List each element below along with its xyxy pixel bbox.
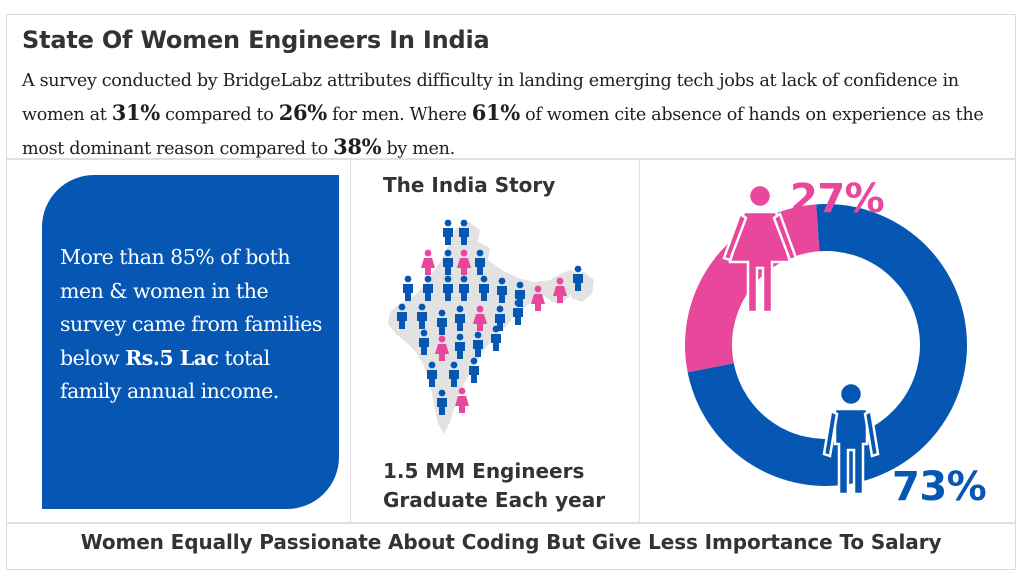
man-figure-icon — [419, 329, 429, 355]
man-figure-icon — [455, 305, 465, 331]
man-figure-icon — [403, 275, 413, 301]
income-card-text: More than 85% of both men & women in the… — [60, 241, 330, 409]
man-figure-icon — [473, 331, 483, 357]
engineers-caption-line2: Graduate Each year — [383, 488, 606, 512]
desc-part-5: by men. — [381, 139, 455, 159]
header-section: State Of Women Engineers In India A surv… — [6, 14, 1016, 160]
man-figure-icon — [459, 219, 469, 245]
desc-part-1: A survey conducted by BridgeLabz attribu… — [22, 71, 959, 125]
gender-donut-chart — [685, 183, 967, 496]
man-figure-icon — [459, 275, 469, 301]
panel-divider-right — [639, 160, 640, 522]
man-figure-icon — [455, 333, 465, 359]
desc-part-2: compared to — [159, 105, 279, 125]
stat-women-confidence: 31% — [111, 100, 160, 125]
man-figure-icon — [497, 277, 507, 303]
page-title: State Of Women Engineers In India — [22, 26, 490, 54]
woman-figure-icon — [457, 249, 471, 275]
man-figure-icon — [443, 275, 453, 301]
woman-figure-icon — [473, 305, 487, 331]
india-story-title: The India Story — [383, 173, 556, 197]
woman-figure-icon — [553, 277, 567, 303]
man-figure-icon — [513, 299, 523, 325]
man-figure-icon — [469, 357, 479, 383]
panel-divider-left — [350, 160, 351, 522]
stat-women-experience: 61% — [471, 100, 520, 125]
women-percentage-label: 27% — [790, 176, 885, 222]
man-figure-icon — [423, 275, 433, 301]
man-figure-icon — [491, 325, 501, 351]
man-figure-icon — [427, 361, 437, 387]
man-figure-icon — [475, 249, 485, 275]
man-figure-icon — [443, 249, 453, 275]
income-text-part-1: More than 85% of both men & women in the… — [60, 245, 322, 370]
survey-description: A survey conducted by BridgeLabz attribu… — [22, 66, 1000, 165]
desc-part-3: for men. Where — [326, 105, 472, 125]
man-figure-icon — [573, 265, 583, 291]
desc-part-4: of women cite absence of hands on experi… — [22, 105, 984, 159]
woman-figure-icon — [455, 387, 469, 413]
income-card: More than 85% of both men & women in the… — [42, 175, 339, 509]
india-map-shape — [388, 222, 582, 434]
donut-slice-men — [687, 204, 967, 486]
woman-figure-icon — [421, 249, 435, 275]
man-figure-icon — [449, 361, 459, 387]
man-figure-icon — [437, 309, 447, 335]
woman-figure-icon — [435, 335, 449, 361]
engineers-caption-line1: 1.5 MM Engineers — [383, 459, 585, 483]
stat-men-confidence: 26% — [278, 100, 327, 125]
man-icon — [822, 381, 880, 496]
men-percentage-label: 73% — [892, 464, 987, 510]
man-figure-icon — [397, 303, 407, 329]
people-icons — [397, 219, 583, 415]
infographic-frame — [6, 14, 1016, 570]
man-figure-icon — [437, 389, 447, 415]
man-figure-icon — [417, 303, 427, 329]
india-map — [388, 219, 594, 434]
engineers-caption: 1.5 MM Engineers Graduate Each year — [383, 457, 633, 515]
income-highlight: Rs.5 Lac — [125, 345, 219, 370]
footer-divider — [6, 522, 1016, 524]
stat-men-experience: 38% — [333, 134, 382, 159]
woman-figure-icon — [531, 285, 545, 311]
woman-icon — [722, 183, 798, 314]
income-text-part-2: total family annual income. — [60, 345, 279, 404]
man-figure-icon — [479, 275, 489, 301]
man-figure-icon — [443, 219, 453, 245]
footer-headline: Women Equally Passionate About Coding Bu… — [80, 530, 942, 554]
